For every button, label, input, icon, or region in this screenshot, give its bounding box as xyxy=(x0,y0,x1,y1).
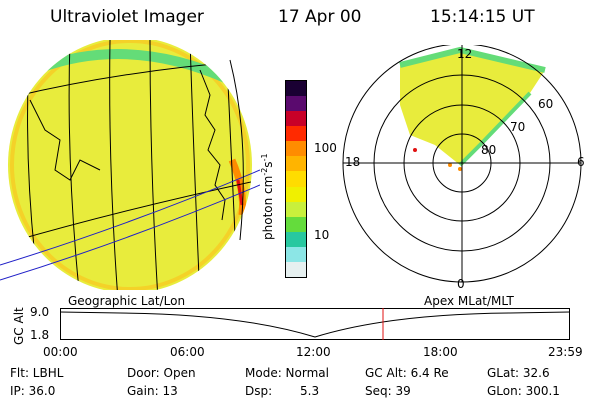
color-bar-segment xyxy=(286,141,306,157)
time-tick-3: 18:00 xyxy=(423,345,458,359)
time: 15:14:15 UT xyxy=(430,7,535,27)
altitude-plot xyxy=(60,308,570,340)
mlt-6: 6 xyxy=(577,155,585,169)
color-bar-segment xyxy=(286,186,306,202)
colorbar-label: photon cm-2s-1 xyxy=(260,153,275,240)
flt: Flt: LBHL xyxy=(10,366,64,380)
time-tick-1: 06:00 xyxy=(170,345,205,359)
color-bar-segment xyxy=(286,111,306,127)
geographic-image xyxy=(0,40,260,290)
geo-label: Geographic Lat/Lon xyxy=(68,294,186,308)
mlat-70: 70 xyxy=(510,120,526,134)
glon: GLon: 300.1 xyxy=(487,384,560,398)
mlt-0: 0 xyxy=(457,277,465,291)
polar-plot xyxy=(342,45,582,283)
color-bar-segment xyxy=(286,261,306,278)
color-bar-segment xyxy=(286,96,306,112)
color-bar-segment xyxy=(286,231,306,247)
glat: GLat: 32.6 xyxy=(487,366,550,380)
alt-tick-1-8: 1.8 xyxy=(30,328,50,342)
time-tick-4: 23:59 xyxy=(548,345,583,359)
mlat-60: 60 xyxy=(538,97,554,111)
title: Ultraviolet Imager xyxy=(50,7,204,27)
ip: IP: 36.0 xyxy=(10,384,56,398)
mlt-18: 18 xyxy=(345,155,361,169)
dsp-label: Dsp: xyxy=(245,384,273,398)
gain: Gain: 13 xyxy=(127,384,178,398)
alt-axis-label: GC Alt xyxy=(12,307,26,345)
colorbar-tick-100: 100 xyxy=(314,141,337,155)
seq: Seq: 39 xyxy=(365,384,411,398)
time-tick-2: 12:00 xyxy=(296,345,331,359)
time-tick-0: 00:00 xyxy=(43,345,78,359)
color-bar-segment xyxy=(286,126,306,142)
mlat-80: 80 xyxy=(481,143,497,157)
mode: Mode: Normal xyxy=(245,366,329,380)
mlt-12: 12 xyxy=(457,47,473,61)
alt-tick-9: 9.0 xyxy=(30,305,50,319)
apex-label: Apex MLat/MLT xyxy=(424,294,514,308)
color-bar-segment xyxy=(286,156,306,172)
date: 17 Apr 00 xyxy=(278,7,362,27)
color-bar xyxy=(285,80,307,278)
gc-alt: GC Alt: 6.4 Re xyxy=(365,366,449,380)
color-bar-segment xyxy=(286,246,306,262)
door: Door: Open xyxy=(127,366,196,380)
dsp-value: 5.3 xyxy=(300,384,320,398)
color-bar-segment xyxy=(286,216,306,232)
color-bar-segment xyxy=(286,171,306,187)
colorbar-tick-10: 10 xyxy=(314,228,330,242)
color-bar-segment xyxy=(286,81,306,97)
color-bar-segment xyxy=(286,201,306,217)
